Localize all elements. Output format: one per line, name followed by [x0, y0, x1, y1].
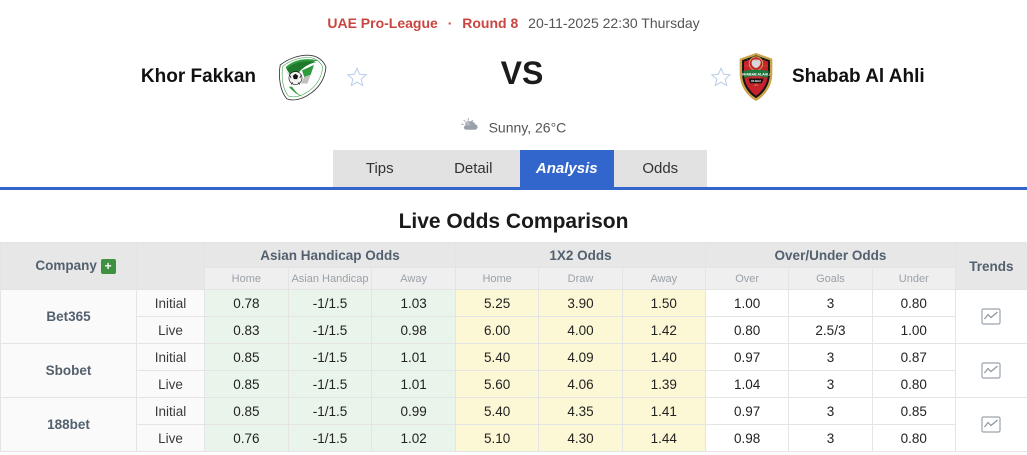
svg-text:SHABAB ALAHLI: SHABAB ALAHLI [742, 73, 771, 77]
svg-text:DUBAI: DUBAI [751, 79, 761, 83]
